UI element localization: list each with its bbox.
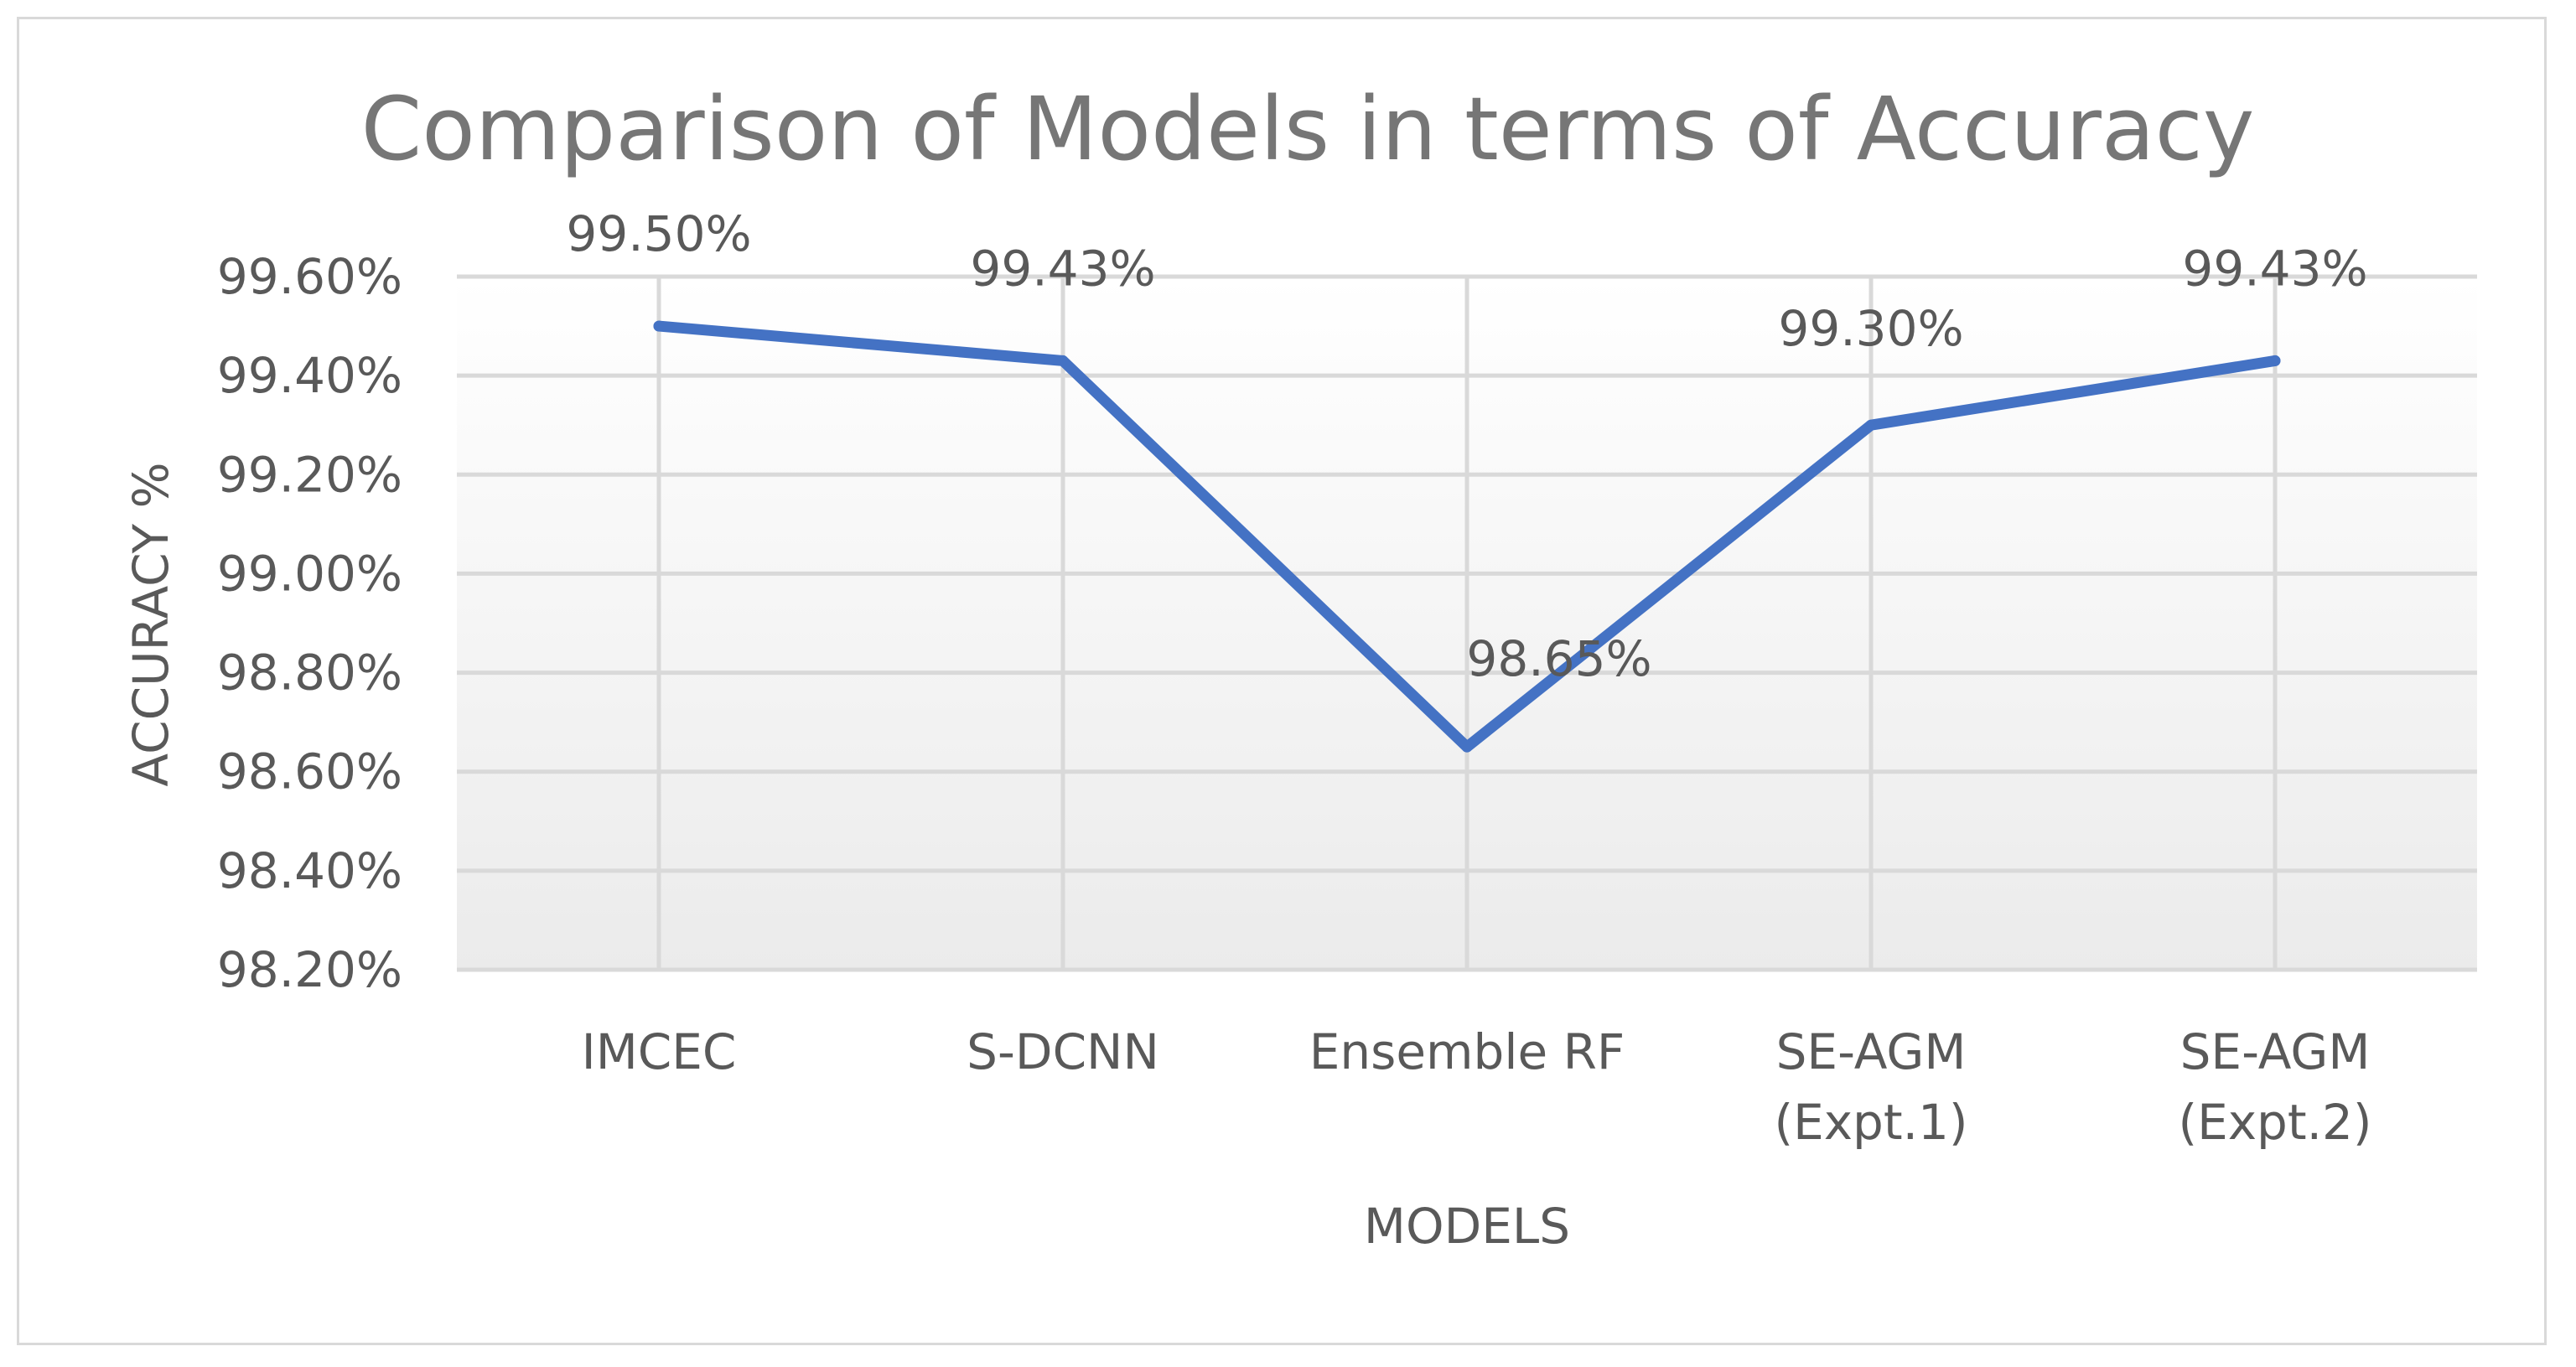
data-point: [1461, 741, 1473, 753]
y-tick-label: 98.40%: [217, 842, 402, 899]
y-tick-label: 98.20%: [217, 941, 402, 998]
x-tick-label: IMCEC: [582, 1023, 737, 1080]
x-tick-label: (Expt.1): [1774, 1094, 1967, 1151]
data-label: 98.65%: [1466, 630, 1651, 687]
gridlines: [457, 274, 2477, 972]
y-tick-label: 99.00%: [217, 545, 402, 602]
chart-title: Comparison of Models in terms of Accurac…: [361, 78, 2255, 180]
x-tick-label: (Expt.2): [2178, 1094, 2371, 1151]
series-layer: [653, 320, 2281, 753]
data-label: 99.43%: [970, 240, 1155, 297]
data-point: [653, 320, 665, 332]
y-tick-label: 99.60%: [217, 248, 402, 305]
y-tick-label: 99.20%: [217, 446, 402, 503]
x-tick-label: Ensemble RF: [1309, 1023, 1625, 1080]
y-tick-label: 98.60%: [217, 743, 402, 800]
y-axis-title: ACCURACY %: [122, 462, 179, 786]
data-label: 99.50%: [566, 205, 751, 262]
data-label: 99.30%: [1778, 300, 1963, 357]
x-axis-title: MODELS: [1364, 1198, 1570, 1255]
y-tick-label: 99.40%: [217, 347, 402, 404]
x-tick-label: S-DCNN: [967, 1023, 1159, 1080]
x-tick-label: SE-AGM: [2180, 1023, 2371, 1080]
data-point: [1865, 419, 1877, 431]
y-axis-ticks: 98.20% 98.40% 98.60% 98.80% 99.00% 99.20% 99.4…: [217, 248, 402, 998]
data-labels: 99.50% 99.43% 98.65% 99.30% 99.43%: [566, 205, 2367, 687]
data-label: 99.43%: [2182, 240, 2367, 297]
x-axis-ticks: IMCEC S-DCNN Ensemble RF SE-AGM (Expt.1) SE-A…: [582, 1023, 2372, 1151]
data-point: [2269, 355, 2281, 366]
data-point: [1057, 355, 1069, 366]
x-tick-label: SE-AGM: [1776, 1023, 1967, 1080]
y-tick-label: 98.80%: [217, 645, 402, 702]
